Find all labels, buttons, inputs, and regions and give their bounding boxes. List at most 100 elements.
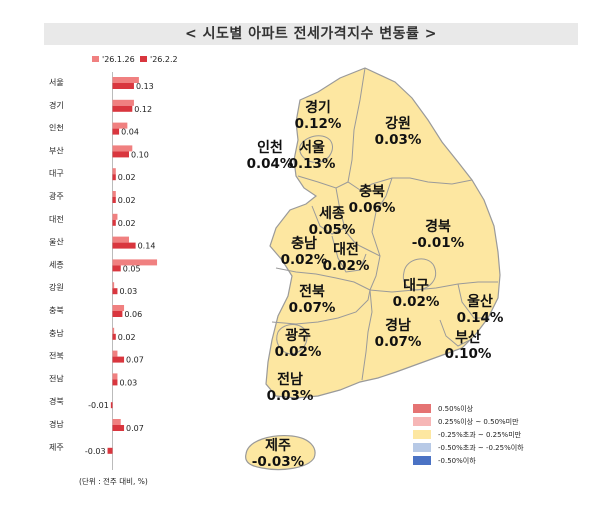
- category-label: 경남: [49, 419, 64, 429]
- data-label: 0.13: [136, 82, 154, 91]
- map-legend-label: 0.50%이상: [438, 404, 474, 413]
- border-gyeongbuk-west: [371, 177, 393, 257]
- category-label: 전북: [49, 351, 64, 361]
- map-region-value: 0.03%: [267, 388, 314, 404]
- bar-prev: [112, 305, 125, 311]
- bar-chart: '26.1.26 '26.2.2 서울 0.13 경기 0.12 인천 0.04 부산 0.1…: [49, 55, 178, 486]
- map-region-name: 충북: [359, 184, 385, 200]
- bar-curr: [110, 402, 113, 409]
- data-label: 0.05: [123, 264, 141, 273]
- map-legend-label: -0.25%초과 ~ 0.25%미만: [438, 430, 522, 439]
- bar-curr: [112, 105, 133, 112]
- category-label: 경북: [49, 396, 64, 406]
- bar-curr: [112, 242, 136, 249]
- map-legend-swatch: [413, 404, 431, 413]
- legend-label-prev: '26.1.26: [102, 55, 135, 64]
- map-legend-swatch: [413, 430, 431, 439]
- map-region-name: 대전: [333, 241, 359, 258]
- map-region-name: 충남: [291, 235, 317, 252]
- data-label: 0.14: [138, 242, 156, 251]
- legend-swatch-curr: [140, 56, 147, 62]
- map-region-value: 0.06%: [349, 200, 396, 216]
- data-label: 0.02: [118, 196, 136, 205]
- bar-curr: [107, 447, 113, 454]
- data-label: 0.10: [131, 150, 149, 159]
- category-label: 인천: [49, 123, 64, 133]
- category-label: 서울: [49, 78, 64, 87]
- border-gyeongbuk-south: [369, 281, 498, 293]
- map-legend-swatch: [413, 443, 431, 452]
- bar-prev: [112, 350, 118, 357]
- map-region-value: 0.07%: [289, 300, 336, 316]
- map-region-value: -0.03%: [252, 454, 305, 470]
- category-label: 광주: [49, 191, 64, 201]
- map-region-name: 강원: [385, 115, 411, 132]
- map-region-value: 0.02%: [323, 258, 370, 274]
- bar-prev: [112, 327, 115, 334]
- data-label: 0.06: [124, 310, 142, 319]
- map-region-name: 경남: [385, 317, 411, 334]
- legend-label-curr: '26.2.2: [150, 55, 178, 64]
- jeju-shape: [245, 435, 316, 471]
- category-label: 전남: [49, 373, 64, 383]
- data-label: 0.02: [118, 173, 136, 182]
- legend-swatch-prev: [92, 56, 99, 62]
- bar-prev: [112, 282, 115, 289]
- bar-curr: [112, 379, 118, 386]
- bar-prev: [112, 259, 158, 266]
- map-region-name: 경기: [305, 99, 331, 116]
- data-label: 0.12: [134, 105, 152, 114]
- data-label: 0.02: [118, 219, 136, 228]
- map-region-name: 제주: [265, 438, 291, 454]
- bar-prev: [112, 168, 116, 175]
- bar-prev: [112, 77, 139, 83]
- chart-title: < 시도별 아파트 전세가격지수 변동률 >: [44, 23, 578, 45]
- category-label: 충북: [49, 306, 64, 315]
- data-label: 0.03: [119, 378, 137, 387]
- bar-curr: [112, 128, 120, 135]
- map-region-name: 광주: [285, 327, 311, 344]
- map-region-value: 0.02%: [275, 344, 322, 360]
- bar-prev: [112, 191, 116, 197]
- border-daejeon: [331, 235, 367, 273]
- map-region-value: 0.12%: [295, 116, 342, 132]
- bar-curr: [112, 174, 116, 181]
- bar-curr: [112, 425, 125, 431]
- bar-curr: [112, 356, 125, 363]
- bar-curr: [112, 83, 134, 89]
- data-label: 0.07: [126, 356, 144, 365]
- map-region-value: 0.13%: [289, 156, 336, 172]
- border-chungnam-south: [275, 267, 371, 291]
- map-region-value: 0.03%: [375, 132, 422, 148]
- map-legend-label: -0.50%이하: [438, 456, 476, 465]
- map-region-value: 0.07%: [375, 334, 422, 350]
- map-legend-label: -0.50%초과 ~ -0.25%이하: [438, 443, 524, 452]
- mainland-shape: [265, 67, 501, 399]
- category-label: 울산: [49, 237, 64, 247]
- border-chungbuk: [359, 177, 473, 191]
- border-daegu: [402, 258, 436, 291]
- category-label: 세종: [49, 260, 64, 269]
- map-region-name: 전남: [277, 371, 303, 388]
- map-legend-label: 0.25%이상 ~ 0.50%미만: [438, 417, 519, 426]
- unit-note: (단위 : 전주 대비, %): [79, 476, 148, 486]
- data-label: -0.01: [88, 401, 109, 410]
- data-label: 0.03: [119, 287, 137, 296]
- data-label: -0.03: [85, 447, 106, 456]
- map-region-name: 경북: [425, 218, 451, 235]
- map-region-name: 울산: [467, 293, 493, 310]
- map-legend-swatch: [413, 456, 431, 465]
- border-gwangju: [276, 324, 308, 355]
- data-label: 0.04: [121, 128, 139, 137]
- bar-curr: [112, 219, 116, 226]
- category-label: 경기: [49, 100, 64, 110]
- bar-curr: [112, 288, 118, 295]
- border-ulsan: [457, 283, 488, 319]
- korea-map: 경기0.12% 강원0.03%인천0.04%서울0.13%충북0.06%세종0.0…: [245, 67, 524, 471]
- bar-prev: [112, 213, 118, 220]
- category-label: 충남: [49, 329, 64, 338]
- map-region-value: 0.04%: [247, 156, 294, 172]
- data-label: 0.07: [126, 424, 144, 433]
- data-label: 0.02: [118, 333, 136, 342]
